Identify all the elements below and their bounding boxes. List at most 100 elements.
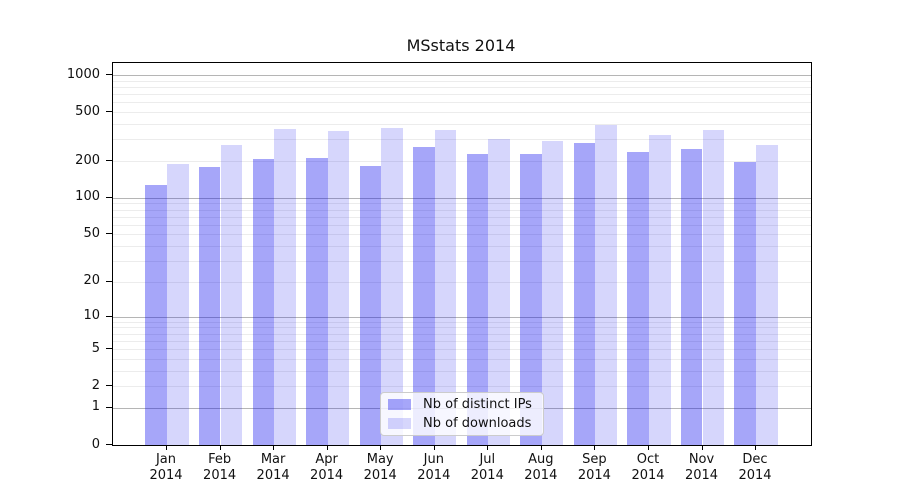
y-tick-label-20: 20 xyxy=(83,273,100,289)
gridline-90 xyxy=(113,203,811,205)
y-tick-label-500: 500 xyxy=(75,103,100,119)
gridline-30 xyxy=(113,261,811,263)
y-tick-mark-500 xyxy=(106,111,112,113)
gridline-70 xyxy=(113,216,811,218)
gridline-1000 xyxy=(113,75,811,76)
bar-nb-of-distinct-ips-may xyxy=(359,166,382,445)
gridline-200 xyxy=(113,161,811,162)
y-tick-label-200: 200 xyxy=(75,152,100,168)
bar-nb-of-distinct-ips-jan xyxy=(145,185,167,445)
bar-nb-of-downloads-may xyxy=(381,127,403,445)
x-tick-label-mar: Mar 2014 xyxy=(256,452,290,483)
bar-nb-of-downloads-jul xyxy=(488,139,510,445)
gridline-700 xyxy=(113,94,811,96)
gridline-500 xyxy=(113,112,811,114)
gridline-40 xyxy=(113,246,811,248)
x-tick-mark-may xyxy=(380,445,382,450)
bar-nb-of-distinct-ips-oct xyxy=(627,151,649,445)
y-tick-label-5: 5 xyxy=(91,340,100,356)
y-tick-mark-1000 xyxy=(106,74,112,75)
x-tick-mark-feb xyxy=(219,445,221,450)
x-tick-label-aug: Aug 2014 xyxy=(524,452,558,483)
gridline-300 xyxy=(113,139,811,141)
x-tick-mark-jan xyxy=(166,445,167,450)
bar-nb-of-downloads-jan xyxy=(167,163,189,445)
gridline-80 xyxy=(113,209,811,211)
x-tick-mark-oct xyxy=(648,445,649,450)
y-tick-mark-2 xyxy=(106,385,112,387)
x-tick-mark-apr xyxy=(326,445,328,450)
y-tick-mark-1 xyxy=(106,406,112,408)
x-tick-label-feb: Feb 2014 xyxy=(203,452,237,483)
y-tick-mark-200 xyxy=(106,160,112,161)
gridline-50 xyxy=(113,234,811,236)
y-tick-label-10: 10 xyxy=(83,308,100,324)
legend-label-distinct-ips: Nb of distinct IPs xyxy=(423,397,532,412)
gridline-10 xyxy=(113,316,811,318)
x-tick-label-apr: Apr 2014 xyxy=(310,452,344,483)
gridline-800 xyxy=(113,86,811,88)
bar-nb-of-distinct-ips-dec xyxy=(734,161,756,445)
y-tick-label-1000: 1000 xyxy=(66,66,100,82)
x-tick-mark-nov xyxy=(701,445,703,450)
gridline-4 xyxy=(113,358,811,360)
gridline-8 xyxy=(113,327,811,329)
gridline-6 xyxy=(113,340,811,342)
y-tick-label-0: 0 xyxy=(91,436,100,452)
gridline-400 xyxy=(113,124,811,125)
x-tick-label-sep: Sep 2014 xyxy=(577,452,611,483)
gridline-900 xyxy=(113,80,811,82)
y-tick-label-1: 1 xyxy=(91,399,100,415)
bar-nb-of-distinct-ips-apr xyxy=(306,158,328,445)
bar-nb-of-distinct-ips-feb xyxy=(198,166,221,445)
bar-nb-of-downloads-mar xyxy=(274,129,296,445)
bar-nb-of-downloads-oct xyxy=(649,134,671,445)
legend-label-downloads: Nb of downloads xyxy=(423,416,532,431)
x-tick-label-nov: Nov 2014 xyxy=(684,452,719,483)
y-tick-mark-100 xyxy=(106,196,112,198)
x-tick-label-jan: Jan 2014 xyxy=(149,452,183,483)
bar-nb-of-downloads-apr xyxy=(327,131,350,445)
plot-area: Nb of distinct IPs Nb of downloads xyxy=(112,62,812,446)
legend-item-downloads: Nb of downloads xyxy=(381,416,543,431)
chart-title: MSstats 2014 xyxy=(406,36,516,55)
x-tick-mark-jul xyxy=(487,445,489,450)
y-tick-mark-0 xyxy=(106,444,112,445)
bar-nb-of-distinct-ips-nov xyxy=(680,149,703,445)
gridline-9 xyxy=(113,321,811,323)
legend-item-distinct-ips: Nb of distinct IPs xyxy=(381,397,543,412)
bar-nb-of-downloads-aug xyxy=(541,141,564,445)
gridline-100 xyxy=(113,197,811,199)
gridline-20 xyxy=(113,281,811,283)
legend-swatch-downloads xyxy=(388,418,411,429)
x-tick-mark-jun xyxy=(433,445,435,450)
bar-nb-of-distinct-ips-mar xyxy=(252,159,275,445)
bar-nb-of-distinct-ips-jun xyxy=(413,146,435,445)
x-tick-mark-aug xyxy=(540,445,542,450)
gridline-600 xyxy=(113,102,811,104)
x-tick-label-dec: Dec 2014 xyxy=(738,452,772,483)
gridline-2 xyxy=(113,386,811,388)
bar-nb-of-downloads-sep xyxy=(595,125,617,445)
x-tick-mark-sep xyxy=(594,445,596,450)
y-tick-mark-5 xyxy=(106,348,112,349)
legend: Nb of distinct IPs Nb of downloads xyxy=(380,392,544,436)
y-tick-mark-50 xyxy=(106,233,112,235)
gridline-3 xyxy=(113,370,811,372)
gridline-5 xyxy=(113,349,811,350)
bar-nb-of-distinct-ips-aug xyxy=(520,153,542,445)
y-tick-label-2: 2 xyxy=(91,377,100,393)
gridline-7 xyxy=(113,333,811,335)
y-tick-mark-20 xyxy=(106,280,112,282)
x-tick-mark-mar xyxy=(273,445,275,450)
bar-nb-of-downloads-nov xyxy=(702,129,725,445)
x-tick-label-jul: Jul 2014 xyxy=(470,452,504,483)
bar-nb-of-downloads-jun xyxy=(434,129,457,445)
bar-nb-of-downloads-dec xyxy=(756,145,778,445)
y-tick-label-50: 50 xyxy=(83,225,100,241)
bar-nb-of-distinct-ips-sep xyxy=(573,143,596,445)
gridline-60 xyxy=(113,224,811,226)
legend-swatch-distinct-ips xyxy=(388,399,411,410)
x-tick-label-oct: Oct 2014 xyxy=(631,452,665,483)
